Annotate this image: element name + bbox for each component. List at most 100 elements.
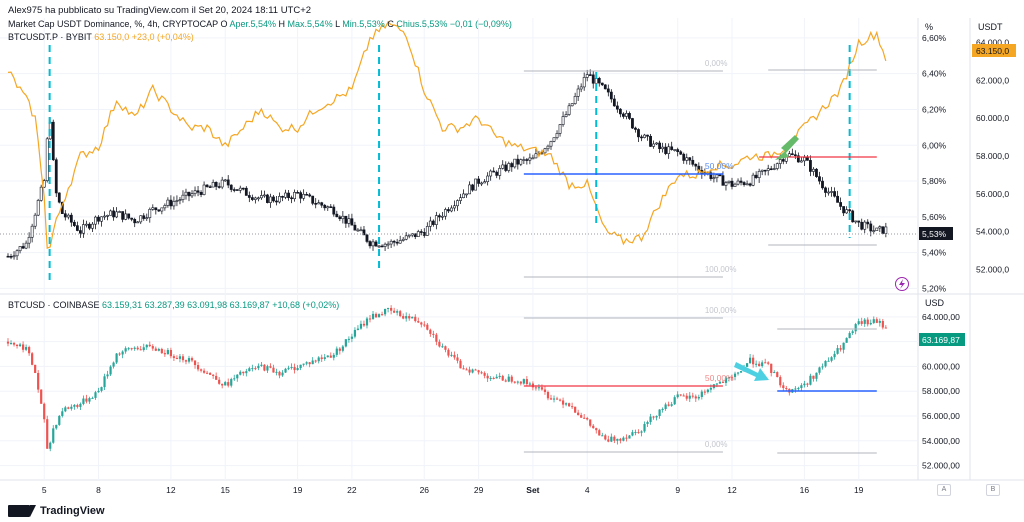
btc-candle <box>284 368 287 373</box>
dominance-candle <box>561 116 565 125</box>
btc-candle <box>564 403 568 405</box>
bottom-title: BTCUSD · COINBASE <box>8 300 100 310</box>
dominance-candle <box>275 200 278 203</box>
dominance-candle <box>284 192 287 198</box>
dominance-candle <box>202 184 206 195</box>
btc-candle <box>595 428 598 431</box>
dominance-candle <box>612 98 616 107</box>
btc-candle <box>296 368 299 371</box>
btc-candle <box>52 428 55 443</box>
btc-candle <box>673 397 676 405</box>
btc-candle <box>474 369 477 371</box>
x-tick-label: 19 <box>293 485 303 495</box>
dominance-candle <box>588 74 592 76</box>
btc-candle <box>438 341 441 347</box>
dominance-candle <box>546 145 550 150</box>
dominance-candle <box>742 182 746 185</box>
dominance-candle <box>769 168 773 171</box>
btc-candle <box>67 407 70 409</box>
dominance-candle <box>691 159 695 165</box>
dominance-candle <box>625 113 628 117</box>
btcusdt-line <box>7 20 887 249</box>
dominance-candle <box>444 209 447 217</box>
y-tick-left: 5,60% <box>922 212 947 222</box>
dominance-candle <box>652 143 655 147</box>
btc-candle <box>202 370 206 373</box>
btc-candle <box>851 331 854 334</box>
dominance-candle <box>775 163 779 169</box>
btc-candle <box>730 376 734 378</box>
dominance-candle <box>9 255 13 258</box>
dominance-candle <box>6 255 10 258</box>
btc-candle <box>661 408 664 410</box>
dominance-candle <box>869 223 873 232</box>
btc-candle <box>842 342 845 350</box>
btc-candle <box>773 372 776 374</box>
log-scale-button[interactable]: B <box>986 484 1000 496</box>
dominance-candle <box>667 146 671 154</box>
dominance-candle <box>570 103 574 107</box>
dominance-candle <box>178 199 182 202</box>
y-tick-left: 6,00% <box>922 140 947 150</box>
y-tick-bottom: 52.000,00 <box>922 461 960 471</box>
dominance-candle <box>851 210 855 223</box>
dominance-candle <box>830 191 833 193</box>
dominance-candle <box>694 164 698 167</box>
btc-candle <box>371 313 375 319</box>
dominance-candle <box>33 214 37 227</box>
tradingview-logo[interactable]: TradingView <box>8 505 105 517</box>
btc-candle <box>700 391 703 397</box>
btc-candle <box>28 347 31 354</box>
btc-candle <box>40 389 43 404</box>
dominance-candle <box>79 230 82 234</box>
dominance-candle <box>486 175 490 183</box>
dominance-candle <box>244 187 248 196</box>
dominance-candle <box>428 220 432 227</box>
btc-candle <box>145 344 148 348</box>
btc-candle <box>199 369 203 371</box>
series2-change: +23,0 (+0,04%) <box>131 32 194 42</box>
dominance-candle <box>314 203 318 205</box>
dominance-candle <box>39 186 43 201</box>
dominance-candle <box>709 172 713 179</box>
btc-candle <box>447 349 450 356</box>
auto-scale-button[interactable]: A <box>937 484 951 496</box>
dominance-candle <box>468 184 471 195</box>
btc-candle <box>782 385 785 389</box>
btc-candle <box>257 365 260 369</box>
btc-candle <box>489 377 492 379</box>
btc-candle <box>221 383 224 386</box>
btc-candle <box>628 435 631 439</box>
dominance-candle <box>434 215 438 225</box>
dominance-candle <box>806 157 809 161</box>
btc-candle <box>685 395 688 399</box>
btc-candle <box>881 320 884 328</box>
btcusdt-price-tag <box>972 44 1016 57</box>
btc-candle <box>390 307 393 311</box>
btc-candle <box>6 341 10 344</box>
btc-candle <box>43 403 46 420</box>
dominance-candle <box>661 146 665 150</box>
dominance-candle <box>235 189 239 191</box>
btc-candle <box>764 362 767 364</box>
series2-name: BTCUSDT.P · BYBIT <box>8 32 92 42</box>
btc-candle <box>872 319 875 323</box>
dominance-candle <box>106 215 109 217</box>
dominance-candle <box>501 164 505 169</box>
btc-candle <box>76 404 79 407</box>
btc-candle <box>172 356 176 358</box>
dominance-candle <box>579 86 583 90</box>
btc-candle <box>513 381 516 383</box>
btc-candle <box>46 419 49 449</box>
dominance-candle <box>109 210 112 216</box>
btc-candle <box>601 435 604 437</box>
dominance-candle <box>30 225 34 238</box>
btc-candle <box>709 387 712 390</box>
btc-candle <box>166 349 169 355</box>
btc-candle <box>483 372 486 376</box>
x-tick-label: 19 <box>854 485 864 495</box>
dominance-candle <box>217 186 221 188</box>
btc-candle <box>534 387 538 389</box>
btc-candle <box>610 436 613 442</box>
dominance-candle <box>88 223 91 229</box>
